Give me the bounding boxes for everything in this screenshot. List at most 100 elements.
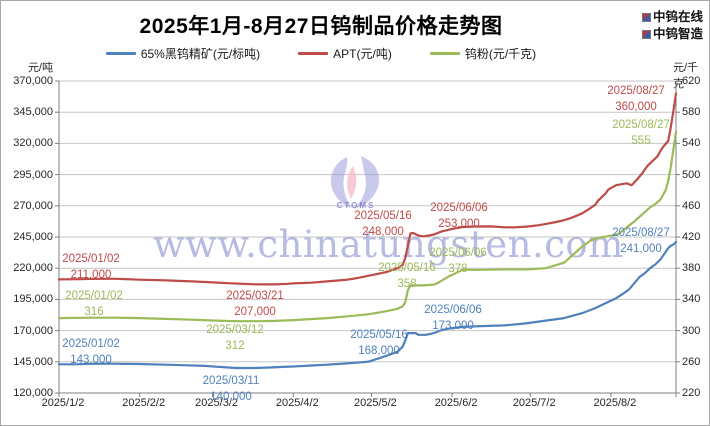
annotation-2025-03-21-s1: 2025/03/21 207,000 [226,288,284,320]
annotation-value: 207,000 [234,306,276,318]
y-axis-label-left: 370,000 [13,75,53,87]
x-axis-label: 2025/8/2 [593,397,637,409]
annotation-value: 140,000 [210,391,252,403]
annotation-value: 360,000 [615,101,657,113]
annotation-date: 2025/03/21 [226,290,284,302]
annotation-date: 2025/06/06 [429,247,487,259]
y-axis-label-left: 295,000 [13,168,53,181]
annotation-2025-06-06-s1: 2025/06/06 253,000 [430,200,488,232]
annotation-value: 312 [225,340,245,352]
chinatungsten-smart-mfg-icon [641,29,651,39]
y-axis-label-left: 170,000 [13,324,53,337]
series-line-0 [57,240,678,370]
y-axis-label-right: 620 [682,75,701,87]
y-axis-label-left: 195,000 [13,293,53,306]
brand-row-1: 中钨在线 [641,9,703,25]
y-axis-label-right: 460 [682,199,701,212]
annotation-value: 211,000 [70,269,112,281]
annotation-date: 2025/08/27 [612,119,670,131]
y-axis-label-left: 345,000 [13,106,53,119]
annotation-value: 358 [397,278,417,290]
x-axis-label: 2025/6/2 [434,397,478,409]
annotation-2025-05-16-s2: 2025/05/16 358 [378,260,436,292]
annotation-value: 173,000 [432,320,474,332]
series-line-2 [57,130,678,323]
annotation-2025-06-06-s2: 2025/06/06 378 [429,245,487,277]
y-axis-label-left: 320,000 [13,137,53,150]
concentrate-legend-label: 65%黑钨精矿(元/标吨) [140,47,261,61]
chart-title: 2025年1月-8月27日钨制品价格走势图 [139,15,503,38]
chart-legend: 65%黑钨精矿(元/标吨) APT(元/吨) 钨粉(元/千克) [1,45,641,62]
chinatungsten-online-icon [641,12,651,22]
apt-line-swatch [298,52,329,55]
annotation-value: 248,000 [362,226,404,238]
y-axis-label-right: 420 [682,231,701,243]
annotation-date: 2025/06/06 [424,304,482,316]
annotation-value: 168,000 [358,345,400,357]
annotation-value: 143,000 [70,354,112,366]
apt-legend-label: APT(元/吨) [333,47,392,61]
brand-smart-mfg-label: 中钨智造 [652,26,703,41]
annotation-date: 2025/08/27 [612,227,670,239]
annotation-value: 253,000 [438,218,480,230]
y-axis-label-left: 120,000 [13,387,53,399]
y-axis-label-left: 270,000 [13,199,53,212]
x-axis-label: 2025/7/2 [512,397,556,409]
x-axis-label: 2025/2/2 [122,397,166,409]
annotation-date: 2025/03/12 [206,324,264,336]
annotation-2025-08-27-s0: 2025/08/27 241,000 [612,225,670,257]
annotation-value: 241,000 [620,243,662,255]
x-axis-label: 2025/3/2 [195,397,238,409]
annotation-2025-03-12-s2: 2025/03/12 312 [206,322,264,354]
annotation-2025-03-11-s0: 2025/03/11 140,000 [203,373,260,405]
annotation-2025-05-16-s1: 2025/05/16 248,000 [354,208,412,240]
annotation-2025-06-06-s0: 2025/06/06 173,000 [424,302,482,334]
x-axis-label: 2025/1/2 [41,397,85,409]
concentrate-line-swatch [105,52,136,55]
annotation-date: 2025/05/16 [378,262,436,274]
annotation-date: 2025/06/06 [430,202,488,214]
left-axis-unit: 元/吨 [27,62,53,74]
annotation-date: 2025/03/11 [202,375,260,387]
brand-row-2: 中钨智造 [641,26,703,42]
annotation-date: 2025/08/27 [607,85,665,97]
y-axis-label-right: 300 [682,324,701,337]
powder-line-swatch [429,52,460,55]
powder-legend-label: 钨粉(元/千克) [464,47,537,61]
y-axis-label-right: 500 [682,168,701,181]
right-axis-unit: 元/千克 [673,62,699,90]
annotation-date: 2025/05/16 [354,210,412,222]
x-axis-label: 2025/5/2 [353,397,397,409]
annotation-2025-08-27-s1: 2025/08/27 360,000 [607,83,665,115]
y-axis-label-left: 220,000 [13,262,53,275]
brand-online-label: 中钨在线 [652,9,703,24]
y-axis-label-right: 260 [682,355,701,368]
watermark-url: www.chinatungsten.com [153,223,624,266]
y-axis-label-right: 580 [682,106,701,119]
annotation-2025-01-02-s1: 2025/01/02 211,000 [62,251,120,283]
watermark-logo [330,156,380,209]
x-axis-label: 2025/4/2 [275,397,319,409]
y-axis-label-right: 540 [682,137,701,150]
y-axis-label-left: 145,000 [13,355,53,368]
annotation-2025-05-16-s0: 2025/05/16 168,000 [350,327,408,359]
y-axis-label-right: 380 [682,262,701,275]
legend-item-concentrate: 65%黑钨精矿(元/标吨) [105,45,261,62]
y-axis-label-left: 245,000 [13,231,53,243]
y-axis-label-right: 340 [682,293,701,306]
annotation-value: 378 [448,263,468,275]
annotation-date: 2025/01/02 [62,253,120,265]
watermark-logo-text: CTOMS [336,201,376,210]
series-line-1 [57,92,678,286]
annotation-date: 2025/01/02 [65,290,123,302]
annotation-2025-01-02-s0: 2025/01/02 143,000 [62,336,120,368]
brand-box: 中钨在线 中钨智造 [641,9,703,43]
annotation-date: 2025/05/16 [350,329,408,341]
annotation-2025-08-27-s2: 2025/08/27 555 [612,117,670,149]
annotation-value: 555 [631,135,651,147]
legend-item-powder: 钨粉(元/千克) [429,45,537,62]
annotation-2025-01-02-s2: 2025/01/02 316 [65,288,123,320]
